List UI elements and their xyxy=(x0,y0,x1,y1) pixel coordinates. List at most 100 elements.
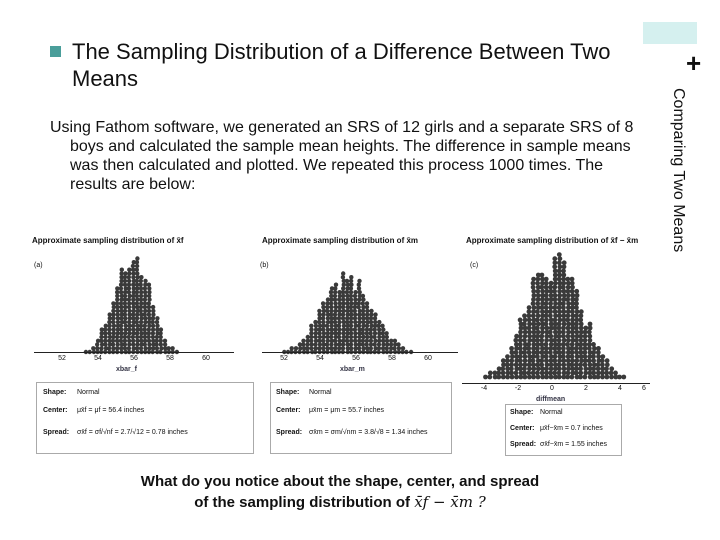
dot-mark xyxy=(540,276,545,282)
dot-mark xyxy=(514,333,519,339)
dot-mark xyxy=(305,342,310,347)
panel-c-stats: Shape: Normal Center: μx̄f−x̄m = 0.7 inc… xyxy=(505,404,622,456)
dot-mark xyxy=(578,329,584,335)
dot-mark xyxy=(345,323,350,328)
dot-mark xyxy=(535,370,540,376)
dot-mark xyxy=(381,334,386,340)
dot-mark xyxy=(553,366,558,372)
dot-mark xyxy=(150,323,156,328)
dot-mark xyxy=(492,370,498,376)
dot-mark xyxy=(143,290,148,295)
dot-mark xyxy=(103,327,108,332)
dot-mark xyxy=(548,297,554,302)
dot-mark xyxy=(293,346,299,351)
dot-mark xyxy=(557,284,563,290)
dot-mark xyxy=(574,313,579,319)
dot-mark xyxy=(548,288,554,294)
dot-mark xyxy=(301,342,306,347)
dot-mark xyxy=(621,374,627,380)
dot-mark xyxy=(566,301,571,306)
dot-mark xyxy=(539,342,545,347)
dot-mark xyxy=(548,354,554,359)
dot-mark xyxy=(587,370,593,376)
dot-mark xyxy=(111,331,116,336)
dot-mark xyxy=(565,374,571,380)
dot-mark xyxy=(325,327,330,332)
dot-mark xyxy=(341,308,346,314)
dot-mark xyxy=(364,338,370,343)
dot-mark xyxy=(150,319,155,325)
dot-mark xyxy=(325,312,331,317)
dot-mark xyxy=(155,331,160,336)
dot-mark xyxy=(570,297,575,302)
dot-mark xyxy=(522,325,528,331)
dot-mark xyxy=(158,338,163,343)
dot-mark xyxy=(126,297,132,302)
dot-mark xyxy=(509,370,514,376)
dot-mark xyxy=(127,293,132,299)
dot-mark xyxy=(518,333,523,339)
dot-mark xyxy=(574,301,579,306)
dot-mark xyxy=(309,346,314,351)
dot-mark xyxy=(313,346,318,351)
dot-mark xyxy=(328,312,334,317)
dot-mark xyxy=(154,342,159,347)
dot-mark xyxy=(540,325,545,331)
dot-mark xyxy=(337,308,342,314)
dot-mark xyxy=(361,297,366,302)
dot-mark xyxy=(574,293,580,298)
dot-mark xyxy=(364,327,370,332)
plus-icon: + xyxy=(686,48,702,78)
dot-mark xyxy=(122,342,128,347)
dot-mark xyxy=(561,333,566,339)
dot-mark xyxy=(530,280,536,286)
dot-mark xyxy=(131,293,136,299)
spread-value: σx̄f−x̄m = 1.55 inches xyxy=(540,441,607,448)
dot-mark xyxy=(325,301,330,306)
dot-mark xyxy=(138,286,144,291)
dot-mark xyxy=(570,305,575,310)
dot-mark xyxy=(147,293,152,299)
dot-mark xyxy=(539,362,545,368)
dot-mark xyxy=(522,333,528,339)
dot-mark xyxy=(345,282,351,287)
dot-mark xyxy=(142,301,148,306)
dot-mark xyxy=(569,276,575,282)
dot-mark xyxy=(535,346,540,351)
dot-mark xyxy=(162,338,168,343)
dot-mark xyxy=(535,272,541,278)
dot-mark xyxy=(377,334,382,340)
dot-mark xyxy=(353,301,358,306)
dot-mark xyxy=(135,308,140,314)
panel-b-dotplot xyxy=(282,271,414,355)
dot-mark xyxy=(348,297,354,302)
dot-mark xyxy=(361,308,366,314)
dot-mark xyxy=(365,319,370,325)
dot-mark xyxy=(365,346,370,351)
dot-mark xyxy=(582,346,588,351)
dot-mark xyxy=(142,327,147,332)
dot-mark xyxy=(381,342,386,347)
dot-mark xyxy=(349,282,354,287)
dot-mark xyxy=(556,374,562,380)
dot-mark xyxy=(535,325,540,331)
panel-c-tick: 6 xyxy=(642,385,646,392)
dot-mark xyxy=(579,358,584,364)
dot-mark xyxy=(377,319,382,325)
dot-mark xyxy=(356,346,362,351)
panel-b-xname: xbar_m xyxy=(340,366,365,373)
dot-mark xyxy=(99,338,104,343)
dot-mark xyxy=(513,362,519,368)
dot-mark xyxy=(574,321,579,327)
dot-mark xyxy=(119,293,125,299)
dot-mark xyxy=(531,346,536,351)
dot-mark xyxy=(570,313,576,319)
dot-mark xyxy=(111,316,116,321)
dot-mark xyxy=(561,374,567,380)
dot-mark xyxy=(158,327,164,332)
panel-b-axis xyxy=(262,352,458,353)
dot-mark xyxy=(535,362,540,368)
dot-mark xyxy=(566,305,571,310)
dot-mark xyxy=(107,319,112,325)
dot-mark xyxy=(328,290,334,295)
